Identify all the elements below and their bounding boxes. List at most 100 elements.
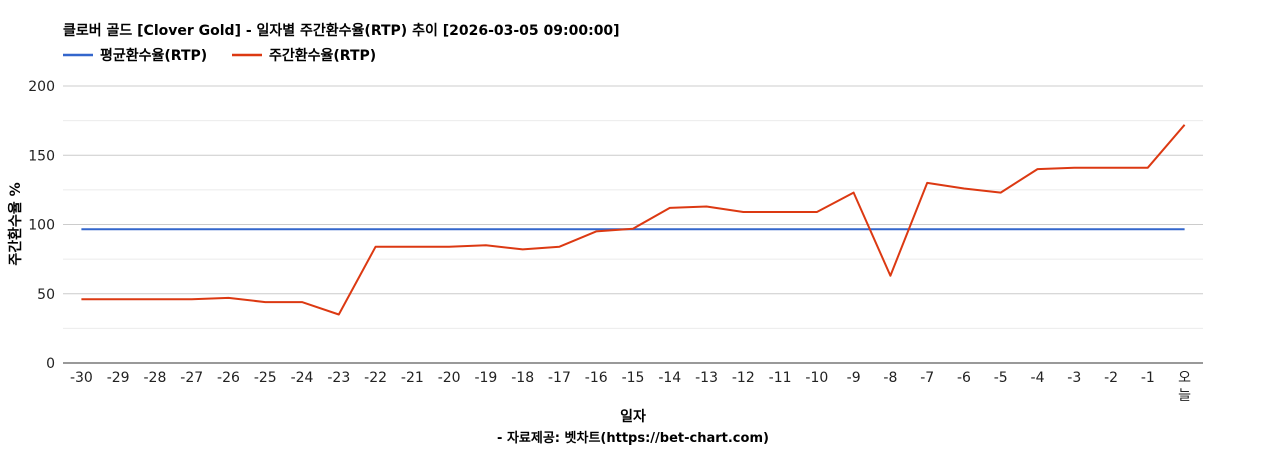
data-point[interactable] <box>593 228 599 234</box>
data-point[interactable] <box>152 296 158 302</box>
data-point[interactable] <box>1182 122 1188 128</box>
data-point[interactable] <box>667 205 673 211</box>
x-tick-label: -2 <box>1104 370 1118 386</box>
data-point[interactable] <box>887 226 893 232</box>
data-point[interactable] <box>520 246 526 252</box>
data-point[interactable] <box>1108 226 1114 232</box>
x-tick-label: -7 <box>920 370 934 386</box>
data-point[interactable] <box>262 226 268 232</box>
data-point[interactable] <box>556 226 562 232</box>
data-point[interactable] <box>851 190 857 196</box>
x-tick-label: -21 <box>401 370 424 386</box>
data-point[interactable] <box>78 226 84 232</box>
source-footer: - 자료제공: 벳차트(https://bet-chart.com) <box>497 430 769 446</box>
x-tick-label: -10 <box>805 370 828 386</box>
x-tick-label: -18 <box>511 370 534 386</box>
data-point[interactable] <box>961 226 967 232</box>
gridlines <box>63 85 1203 364</box>
data-point[interactable] <box>1145 226 1151 232</box>
data-point[interactable] <box>115 226 121 232</box>
y-axis-ticks: 0 50 100 150 200 <box>28 79 55 372</box>
data-point[interactable] <box>78 296 84 302</box>
x-tick-label: -20 <box>438 370 461 386</box>
x-tick-label: -22 <box>364 370 387 386</box>
data-point[interactable] <box>814 209 820 215</box>
data-point[interactable] <box>777 226 783 232</box>
data-point[interactable] <box>483 242 489 248</box>
data-point[interactable] <box>704 226 710 232</box>
legend-item-average[interactable]: 평균환수율(RTP) <box>63 47 207 64</box>
x-tick-label: -13 <box>695 370 718 386</box>
data-point[interactable] <box>924 180 930 186</box>
x-tick-label: -6 <box>957 370 971 386</box>
data-point[interactable] <box>887 273 893 279</box>
data-point[interactable] <box>225 226 231 232</box>
data-point[interactable] <box>1145 165 1151 171</box>
chart-title: 클로버 골드 [Clover Gold] - 일자별 주간환수율(RTP) 추이… <box>63 22 620 39</box>
y-tick-label: 50 <box>37 287 55 303</box>
data-point[interactable] <box>336 312 342 318</box>
data-point[interactable] <box>740 209 746 215</box>
data-point[interactable] <box>740 226 746 232</box>
x-tick-label: -30 <box>70 370 93 386</box>
data-point[interactable] <box>189 296 195 302</box>
x-tick-label: -19 <box>474 370 497 386</box>
series-line-weekly-rtp[interactable] <box>81 124 1186 316</box>
x-tick-label: -25 <box>254 370 277 386</box>
data-point[interactable] <box>851 226 857 232</box>
data-point[interactable] <box>189 226 195 232</box>
data-point[interactable] <box>336 226 342 232</box>
data-point[interactable] <box>1108 165 1114 171</box>
x-tick-label: -29 <box>107 370 130 386</box>
data-point[interactable] <box>373 244 379 250</box>
data-point[interactable] <box>299 299 305 305</box>
x-tick-label: -9 <box>847 370 861 386</box>
data-point[interactable] <box>704 203 710 209</box>
y-tick-label: 100 <box>28 218 55 234</box>
data-point[interactable] <box>814 226 820 232</box>
data-point[interactable] <box>446 226 452 232</box>
data-point[interactable] <box>520 226 526 232</box>
data-point[interactable] <box>262 299 268 305</box>
data-point[interactable] <box>373 226 379 232</box>
data-point[interactable] <box>409 226 415 232</box>
x-tick-label: -8 <box>883 370 897 386</box>
x-tick-label: -3 <box>1067 370 1081 386</box>
data-point[interactable] <box>1035 166 1041 172</box>
data-point[interactable] <box>409 244 415 250</box>
data-point[interactable] <box>961 185 967 191</box>
x-axis-title: 일자 <box>620 409 646 425</box>
y-tick-label: 200 <box>28 79 55 95</box>
x-tick-label: -14 <box>658 370 681 386</box>
data-point[interactable] <box>1182 226 1188 232</box>
data-point[interactable] <box>1071 226 1077 232</box>
data-point[interactable] <box>299 226 305 232</box>
data-point[interactable] <box>1071 165 1077 171</box>
data-point[interactable] <box>998 190 1004 196</box>
x-tick-label: -5 <box>994 370 1008 386</box>
x-tick-label: -1 <box>1141 370 1155 386</box>
y-tick-label: 0 <box>46 356 55 372</box>
data-point[interactable] <box>924 226 930 232</box>
legend-item-weekly[interactable]: 주간환수율(RTP) <box>232 47 376 64</box>
data-point[interactable] <box>1035 226 1041 232</box>
data-point[interactable] <box>483 226 489 232</box>
data-point[interactable] <box>777 209 783 215</box>
x-tick-label: -28 <box>143 370 166 386</box>
data-point[interactable] <box>152 226 158 232</box>
x-tick-label: -11 <box>769 370 792 386</box>
x-tick-label: -26 <box>217 370 240 386</box>
data-point[interactable] <box>556 244 562 250</box>
x-tick-label: -17 <box>548 370 571 386</box>
data-point[interactable] <box>667 226 673 232</box>
data-point[interactable] <box>998 226 1004 232</box>
x-tick-label: -15 <box>622 370 645 386</box>
data-point[interactable] <box>115 296 121 302</box>
legend: 평균환수율(RTP) 주간환수율(RTP) <box>63 47 376 64</box>
legend-label-average: 평균환수율(RTP) <box>100 47 207 64</box>
data-point[interactable] <box>446 244 452 250</box>
data-point[interactable] <box>630 226 636 232</box>
data-point[interactable] <box>225 295 231 301</box>
